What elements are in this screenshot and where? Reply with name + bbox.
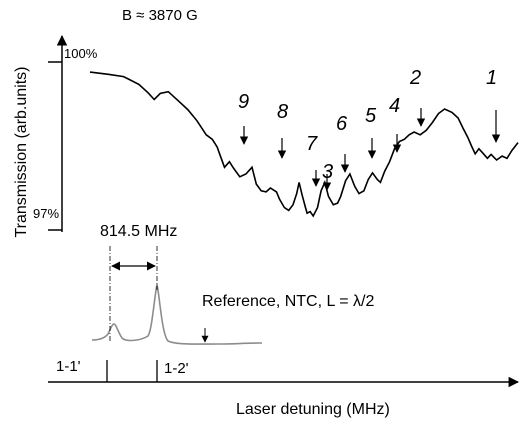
peak-label-9: 9 bbox=[238, 91, 249, 113]
peak-label-4: 4 bbox=[389, 95, 400, 117]
peak-label-6: 6 bbox=[336, 113, 348, 135]
peak-label-5: 5 bbox=[365, 105, 377, 127]
field-label: B ≈ 3870 G bbox=[122, 7, 198, 24]
marker-label-1-2: 1-2' bbox=[164, 360, 189, 377]
peak-label-2: 2 bbox=[409, 67, 421, 89]
y-axis-label: Transmission (arb.units) bbox=[13, 66, 30, 237]
main-spectrum-line bbox=[89, 71, 519, 218]
x-axis-label: Laser detuning (MHz) bbox=[236, 401, 390, 418]
y-tick-label-bottom: 97% bbox=[33, 206, 59, 221]
peak-label-8: 8 bbox=[277, 101, 288, 123]
peak-label-7: 7 bbox=[306, 133, 318, 155]
reference-label: Reference, NTC, L = λ/2 bbox=[202, 293, 374, 310]
y-tick-label-top: 100% bbox=[64, 46, 98, 61]
spacing-label: 814.5 MHz bbox=[100, 223, 177, 240]
marker-label-1-1: 1-1' bbox=[56, 358, 81, 375]
peak-arrows bbox=[239, 108, 501, 191]
peak-label-1: 1 bbox=[486, 67, 497, 89]
peak-label-3: 3 bbox=[322, 161, 333, 183]
